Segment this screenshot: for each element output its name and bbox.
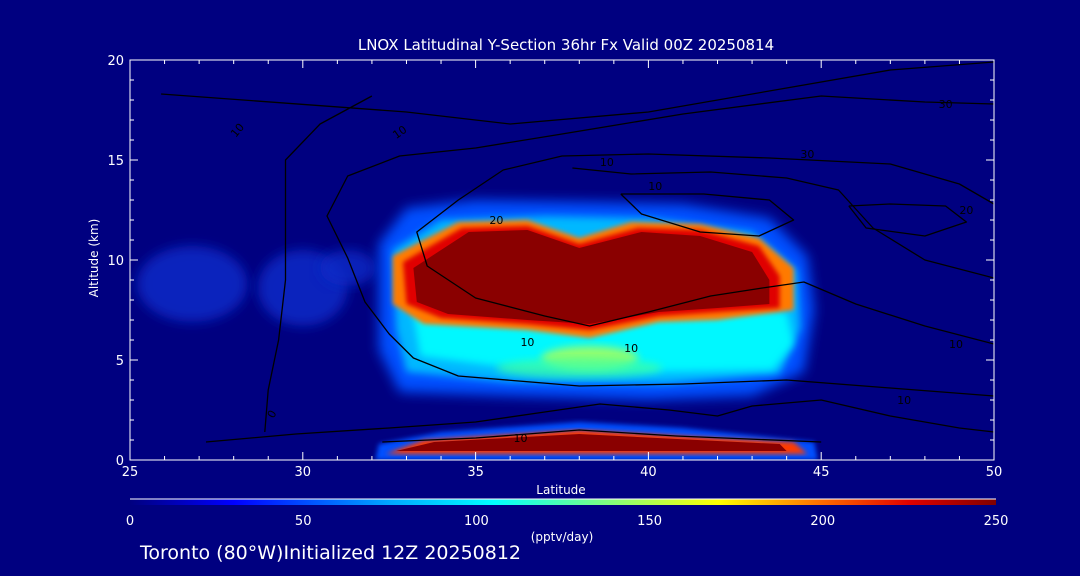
- contour-line: [848, 203, 968, 237]
- contour-line: [416, 153, 994, 345]
- colorbar-ticks: 0 50 100 150 200 250: [126, 514, 1009, 529]
- chart-title: LNOX Latitudinal Y-Section 36hr Fx Valid…: [358, 36, 774, 54]
- y-tick-label: 15: [107, 154, 124, 169]
- contour-line: [326, 95, 994, 397]
- contour-label: 30: [939, 98, 953, 111]
- colorbar-tick-label: 50: [295, 514, 312, 529]
- contour-line: [382, 429, 822, 443]
- lnox-dark-red-core: [413, 230, 770, 324]
- weak-lnox-patch: [320, 250, 376, 286]
- contour-line: [161, 61, 994, 125]
- colorbar-tick-label: 100: [464, 514, 489, 529]
- colorbar: 0 50 100 150 200 250 (pptv/day): [126, 498, 1009, 544]
- contour-label: 10: [624, 342, 638, 355]
- x-tick-label: 50: [986, 465, 1003, 480]
- contour-label: 20: [489, 214, 503, 227]
- axis-ticks: 25 30 35 40 45 50 0 5 10 15 20: [107, 54, 1002, 480]
- y-tick-label: 0: [116, 454, 124, 469]
- contour-label: 10: [520, 336, 534, 349]
- contour-label: 10: [600, 156, 614, 169]
- y-tick-label: 20: [107, 54, 124, 69]
- x-tick-label: 35: [467, 465, 484, 480]
- colorbar-ramp: [130, 499, 996, 505]
- x-tick-label: 40: [640, 465, 657, 480]
- colorbar-tick-label: 250: [984, 514, 1009, 529]
- y-axis-label: Altitude (km): [87, 219, 101, 298]
- x-tick-label: 45: [813, 465, 830, 480]
- colorbar-label: (pptv/day): [531, 530, 594, 544]
- contour-line: [264, 95, 373, 433]
- contour-lines: [161, 61, 994, 443]
- contour-label: 30: [800, 148, 814, 161]
- x-tick-label: 25: [122, 465, 139, 480]
- colorbar-tick-label: 150: [637, 514, 662, 529]
- lnox-surface-core: [396, 434, 787, 451]
- colorbar-tick-label: 0: [126, 514, 134, 529]
- contour-line: [205, 399, 994, 443]
- contour-line: [572, 167, 994, 279]
- contour-label: 10: [897, 394, 911, 407]
- lnox-field: [136, 200, 818, 460]
- contour-label: 10: [648, 180, 662, 193]
- y-tick-label: 10: [107, 254, 124, 269]
- contour-line: [620, 193, 795, 237]
- contour-label: 10: [949, 338, 963, 351]
- x-axis-label: Latitude: [536, 483, 585, 497]
- x-tick-label: 30: [295, 465, 312, 480]
- colorbar-tick-label: 200: [810, 514, 835, 529]
- lnox-green-spot: [496, 358, 663, 378]
- weak-lnox-patch: [136, 246, 248, 322]
- y-tick-label: 5: [116, 354, 124, 369]
- contour-label: 20: [959, 204, 973, 217]
- footer-info: Toronto (80°W)Initialized 12Z 20250812: [140, 542, 522, 564]
- contour-label: 10: [514, 432, 528, 445]
